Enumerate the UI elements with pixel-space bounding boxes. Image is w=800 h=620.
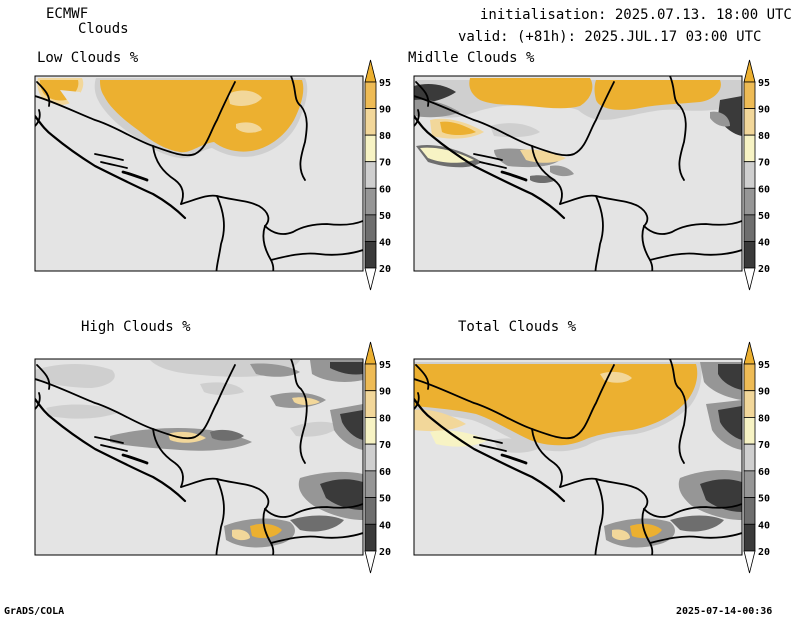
colorbar-segment <box>743 187 756 216</box>
colorbar-segment <box>743 497 756 525</box>
colorbar-tick-label: 50 <box>758 494 770 505</box>
panel-total-frame <box>413 358 743 556</box>
colorbar-segment <box>364 523 377 552</box>
footer-timestamp-label: 2025-07-14-00:36 <box>676 606 773 617</box>
colorbar-tick-label: 70 <box>379 158 391 169</box>
panel-middle-frame <box>413 75 743 272</box>
colorbar-segment <box>743 161 756 189</box>
panel-high-clouds <box>35 359 363 555</box>
panel-title-middle-clouds: Midlle Clouds % <box>408 50 535 66</box>
colorbar-tick-label: 70 <box>379 440 391 451</box>
colorbar-tick-label: 70 <box>758 158 770 169</box>
colorbar-middle-clouds: 20 40 50 60 70 80 90 95 <box>743 59 770 291</box>
panel-low-clouds <box>35 76 363 271</box>
colorbar-tick-label: 40 <box>758 520 770 531</box>
colorbar-segment <box>743 390 756 418</box>
colorbar-segment <box>743 417 756 445</box>
colorbar-segment <box>364 417 377 445</box>
panel-middle-clouds <box>414 76 742 271</box>
colorbar-tick-label: 80 <box>758 131 770 142</box>
colorbar-tick-label: 60 <box>379 184 391 195</box>
colorbar-tick-label: 40 <box>379 237 391 248</box>
colorbar-tick-label: 60 <box>758 467 770 478</box>
colorbar-segment <box>364 497 377 525</box>
colorbar-tick-label: 80 <box>758 413 770 424</box>
colorbar-lower-triangle <box>364 267 377 291</box>
colorbar-tick-label: 50 <box>758 211 770 222</box>
colorbar-segment <box>364 108 377 136</box>
panel-high-frame <box>34 358 364 556</box>
colorbar-segment <box>364 187 377 216</box>
colorbar-upper-triangle <box>364 59 377 83</box>
colorbar-tick-label: 95 <box>379 360 391 371</box>
colorbar-tick-label: 90 <box>758 387 770 398</box>
panel-title-low-clouds: Low Clouds % <box>37 50 139 66</box>
colorbar-tick-label: 90 <box>758 105 770 116</box>
colorbar-tick-label: 80 <box>379 413 391 424</box>
product-label: Clouds <box>78 21 129 37</box>
model-label: ECMWF <box>46 6 89 22</box>
colorbar-segment <box>364 81 377 109</box>
colorbar-segment <box>743 443 756 472</box>
colorbar-segment <box>364 241 377 269</box>
colorbar-tick-label: 20 <box>758 264 770 275</box>
initialisation-label: initialisation: 2025.07.13. 18:00 UTC <box>480 7 792 23</box>
colorbar-segment <box>743 81 756 109</box>
colorbar-segment <box>743 241 756 269</box>
valid-time-label: valid: (+81h): 2025.JUL.17 03:00 UTC <box>458 29 762 45</box>
colorbar-tick-label: 20 <box>379 264 391 275</box>
colorbar-segment <box>364 134 377 163</box>
colorbar-tick-label: 95 <box>758 78 770 89</box>
colorbar-tick-label: 90 <box>379 105 391 116</box>
panel-title-total-clouds: Total Clouds % <box>458 319 577 335</box>
colorbar-low-clouds: 20 40 50 60 70 80 90 95 <box>364 59 391 291</box>
colorbar-tick-label: 95 <box>379 78 391 89</box>
colorbar-tick-label: 95 <box>758 360 770 371</box>
colorbar-total-clouds: 20 40 50 60 70 80 90 95 <box>743 341 770 574</box>
panel-title-high-clouds: High Clouds % <box>81 319 191 335</box>
colorbar-segment <box>364 390 377 418</box>
colorbar-lower-triangle <box>743 550 756 574</box>
colorbar-high-clouds: 20 40 50 60 70 80 90 95 <box>364 341 391 574</box>
colorbar-segment <box>364 214 377 242</box>
colorbar-segment <box>364 470 377 498</box>
colorbar-lower-triangle <box>743 267 756 291</box>
panel-total-clouds <box>414 359 742 555</box>
colorbar-segment <box>364 161 377 189</box>
colorbar-segment <box>743 214 756 242</box>
colorbar-segment <box>743 134 756 163</box>
colorbar-tick-label: 90 <box>379 387 391 398</box>
footer-software-label: GrADS/COLA <box>4 606 65 617</box>
colorbar-tick-label: 40 <box>758 237 770 248</box>
colorbar-segment <box>364 443 377 472</box>
colorbar-tick-label: 60 <box>758 184 770 195</box>
colorbar-upper-triangle <box>743 59 756 83</box>
colorbar-upper-triangle <box>743 341 756 365</box>
colorbar-tick-label: 70 <box>758 440 770 451</box>
colorbar-tick-label: 20 <box>379 547 391 558</box>
colorbar-segment <box>743 108 756 136</box>
colorbar-segment <box>743 470 756 498</box>
colorbar-upper-triangle <box>364 341 377 365</box>
colorbar-tick-label: 50 <box>379 494 391 505</box>
colorbar-tick-label: 40 <box>379 520 391 531</box>
colorbar-tick-label: 50 <box>379 211 391 222</box>
colorbar-segment <box>743 363 756 392</box>
panel-low-frame <box>34 75 364 272</box>
colorbar-tick-label: 80 <box>379 131 391 142</box>
colorbar-segment <box>743 523 756 552</box>
colorbar-tick-label: 60 <box>379 467 391 478</box>
colorbar-lower-triangle <box>364 550 377 574</box>
colorbar-segment <box>364 363 377 392</box>
colorbar-tick-label: 20 <box>758 547 770 558</box>
